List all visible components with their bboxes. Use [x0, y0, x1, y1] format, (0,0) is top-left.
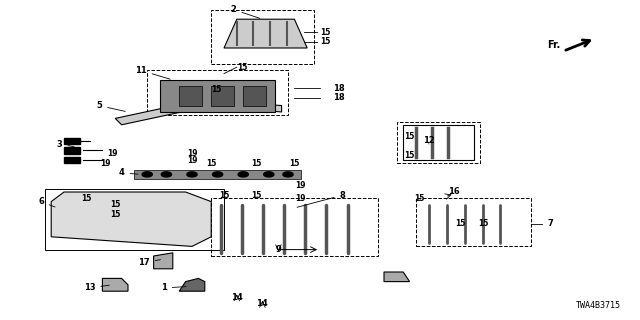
Text: 15: 15	[456, 220, 466, 228]
Bar	[397, 122, 480, 163]
Text: 19: 19	[296, 181, 306, 190]
Text: 15: 15	[219, 191, 229, 200]
Circle shape	[283, 172, 293, 177]
Bar	[45, 189, 224, 250]
Text: 19: 19	[187, 149, 197, 158]
Text: 19: 19	[187, 156, 197, 164]
Bar	[179, 86, 202, 106]
Circle shape	[142, 172, 152, 177]
Text: 15: 15	[237, 63, 247, 72]
Bar	[147, 70, 288, 115]
Text: 19: 19	[296, 194, 306, 203]
Bar	[243, 86, 266, 106]
Text: 13: 13	[84, 284, 109, 292]
Polygon shape	[179, 278, 205, 291]
Text: 2: 2	[230, 5, 260, 18]
Text: 1: 1	[161, 284, 186, 292]
Polygon shape	[51, 192, 211, 246]
Text: 5: 5	[96, 101, 125, 111]
Bar	[211, 198, 378, 256]
Circle shape	[238, 172, 248, 177]
Text: 15: 15	[404, 151, 415, 160]
Text: 11: 11	[135, 66, 170, 79]
Polygon shape	[160, 80, 275, 112]
Circle shape	[161, 172, 172, 177]
Text: 16: 16	[449, 188, 460, 196]
Text: 15: 15	[206, 159, 216, 168]
Polygon shape	[102, 278, 128, 291]
Bar	[403, 125, 474, 160]
Text: 9: 9	[276, 245, 281, 254]
Circle shape	[264, 172, 274, 177]
Text: 8: 8	[297, 191, 345, 207]
Text: 15: 15	[251, 191, 261, 200]
Text: 18: 18	[333, 93, 344, 102]
Text: 3: 3	[57, 140, 74, 148]
Polygon shape	[134, 170, 301, 179]
Text: 15: 15	[110, 210, 120, 219]
Bar	[64, 157, 80, 163]
Bar	[211, 10, 314, 64]
Bar	[64, 147, 80, 154]
Text: 15: 15	[110, 200, 120, 209]
Polygon shape	[224, 19, 307, 48]
Text: TWA4B3715: TWA4B3715	[576, 301, 621, 310]
Polygon shape	[154, 253, 173, 269]
Circle shape	[187, 172, 197, 177]
Bar	[211, 86, 234, 106]
Text: 14: 14	[231, 293, 243, 302]
Text: 19: 19	[100, 159, 111, 168]
Text: 15: 15	[81, 194, 92, 203]
Polygon shape	[115, 99, 282, 125]
Text: 15: 15	[320, 37, 330, 46]
Text: 17: 17	[138, 258, 161, 267]
Text: 7: 7	[547, 220, 553, 228]
Bar	[64, 138, 80, 144]
Text: 19: 19	[107, 149, 117, 158]
Text: 12: 12	[423, 136, 435, 145]
Text: 15: 15	[414, 194, 424, 203]
Polygon shape	[384, 272, 410, 282]
Circle shape	[212, 172, 223, 177]
Text: Fr.: Fr.	[547, 40, 560, 50]
Text: 6: 6	[38, 197, 55, 207]
Text: 15: 15	[251, 159, 261, 168]
Text: 4: 4	[118, 168, 138, 177]
Text: 15: 15	[289, 159, 300, 168]
Text: 15: 15	[211, 85, 221, 94]
Text: 15: 15	[478, 220, 488, 228]
Text: 18: 18	[333, 84, 344, 92]
Text: 15: 15	[404, 132, 415, 140]
Bar	[416, 198, 531, 246]
Text: 15: 15	[320, 28, 330, 36]
Text: 14: 14	[257, 300, 268, 308]
